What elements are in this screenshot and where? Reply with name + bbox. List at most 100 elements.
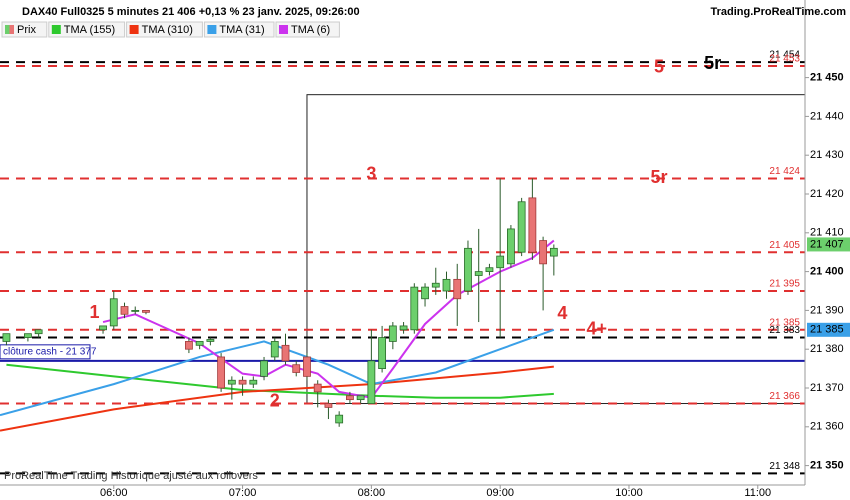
candle-body bbox=[356, 395, 365, 401]
candle-body bbox=[270, 341, 279, 358]
price-marker bbox=[807, 322, 850, 337]
price-marker bbox=[807, 237, 850, 252]
legend-item bbox=[203, 21, 275, 38]
candle-body bbox=[399, 325, 408, 331]
chart-title: DAX40 Full0325 5 minutes 21 406 +0,13 % … bbox=[22, 6, 360, 18]
annotation: 4 bbox=[557, 303, 567, 323]
candle-body bbox=[303, 356, 311, 377]
annotation: 5 bbox=[654, 57, 664, 77]
candle-body bbox=[464, 247, 472, 292]
ma-line bbox=[0, 365, 554, 432]
y-tick-label: 21 400 bbox=[810, 266, 844, 278]
legend-label: TMA (310) bbox=[142, 24, 193, 36]
candle-body bbox=[507, 228, 515, 265]
candle-body bbox=[346, 395, 354, 401]
annotation: 5r bbox=[704, 53, 721, 73]
annotation: 3 bbox=[366, 163, 376, 183]
x-tick-label: 07:00 bbox=[229, 487, 257, 499]
x-tick-label: 09:00 bbox=[486, 487, 514, 499]
candle-body bbox=[99, 325, 107, 331]
y-tick-label: 21 450 bbox=[810, 72, 844, 84]
price-marker-label: 21 407 bbox=[810, 238, 844, 250]
source: Trading.ProRealTime.com bbox=[710, 6, 846, 18]
y-tick-label: 21 350 bbox=[810, 460, 844, 472]
legend-label: TMA (6) bbox=[291, 24, 330, 36]
legend-item bbox=[275, 21, 340, 38]
candle-body bbox=[131, 309, 140, 312]
y-tick-label: 21 420 bbox=[810, 188, 844, 200]
candle-body bbox=[24, 333, 32, 338]
candle-body bbox=[549, 247, 558, 257]
ma-line bbox=[0, 328, 555, 417]
level-label: 21 453 bbox=[769, 54, 800, 65]
level-label: 21 383 bbox=[769, 325, 800, 336]
level-label: 21 454 bbox=[769, 50, 800, 61]
legend-swatch bbox=[51, 25, 61, 34]
candle-body bbox=[260, 360, 268, 377]
level-label: clôture cash - 21 377 bbox=[3, 346, 97, 357]
candle-body bbox=[324, 403, 333, 408]
level-label: 21 348 bbox=[769, 461, 800, 472]
candle-body bbox=[313, 383, 322, 393]
candle-body bbox=[485, 267, 494, 273]
y-tick-label: 21 370 bbox=[810, 382, 844, 394]
y-tick-label: 21 410 bbox=[810, 227, 844, 239]
x-tick-label: 11:00 bbox=[744, 487, 771, 499]
annotation: 1 bbox=[89, 302, 99, 322]
candle-body bbox=[109, 298, 118, 327]
legend-label: TMA (155) bbox=[64, 24, 115, 36]
legend-label: TMA (31) bbox=[219, 24, 264, 36]
candle-body bbox=[474, 271, 483, 276]
candle-body bbox=[249, 379, 258, 385]
annotation: 2 bbox=[270, 390, 280, 410]
x-tick-label: 08:00 bbox=[358, 487, 386, 499]
candle-body bbox=[120, 306, 129, 315]
candle-body bbox=[431, 282, 440, 288]
candle-body bbox=[453, 278, 462, 300]
candle-body bbox=[410, 286, 419, 331]
level-label: 21 366 bbox=[769, 391, 800, 402]
legend-label: Prix bbox=[17, 24, 36, 36]
candle-body bbox=[206, 339, 215, 342]
candle-body bbox=[281, 344, 290, 362]
legend-swatch bbox=[279, 25, 288, 34]
candle-body bbox=[142, 309, 150, 313]
candle-body bbox=[517, 201, 526, 253]
candle-body bbox=[238, 379, 247, 385]
level-label: 21 385 bbox=[769, 317, 800, 328]
y-tick-label: 21 440 bbox=[810, 110, 844, 122]
candle-body bbox=[421, 286, 429, 300]
candle-body bbox=[378, 337, 387, 369]
level-label: 21 424 bbox=[769, 166, 800, 177]
candle-body bbox=[335, 414, 344, 424]
x-tick-label: 10:00 bbox=[615, 487, 643, 499]
annotation: 4+ bbox=[587, 319, 608, 339]
candle-body bbox=[367, 360, 376, 404]
candle-body bbox=[539, 240, 548, 265]
level-label: 21 405 bbox=[769, 240, 800, 251]
candle-body bbox=[388, 325, 397, 342]
candle-body bbox=[2, 333, 11, 342]
price-marker-label: 21 385 bbox=[810, 324, 844, 336]
candle-body bbox=[292, 364, 301, 373]
y-tick-label: 21 430 bbox=[810, 149, 844, 161]
candle-body bbox=[34, 329, 43, 335]
candle-body bbox=[496, 255, 505, 269]
level-label: 21 395 bbox=[769, 279, 800, 290]
candle-body bbox=[185, 341, 193, 350]
candle-body bbox=[195, 341, 204, 346]
annotation: 5r bbox=[651, 167, 668, 187]
candle-body bbox=[227, 379, 236, 385]
candle-body bbox=[442, 278, 451, 292]
y-tick-label: 21 390 bbox=[810, 304, 844, 316]
legend-swatch bbox=[9, 25, 14, 34]
legend-item bbox=[126, 21, 203, 38]
legend-item bbox=[48, 21, 126, 38]
candle-body bbox=[217, 356, 226, 389]
y-tick-label: 21 380 bbox=[810, 343, 844, 355]
footnote: ProRealTime Trading Historique ajusté au… bbox=[4, 470, 258, 482]
legend-swatch bbox=[207, 25, 217, 34]
